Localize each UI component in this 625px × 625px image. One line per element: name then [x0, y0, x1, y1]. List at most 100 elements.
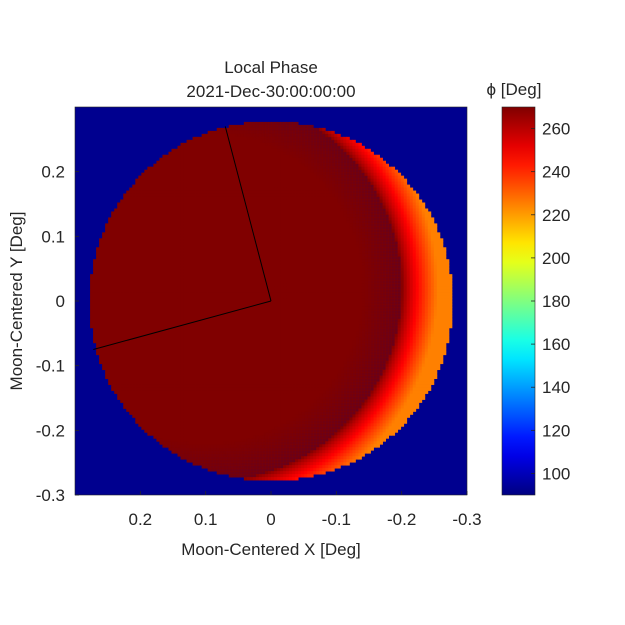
heatmap-cell	[228, 339, 233, 344]
heatmap-cell	[93, 277, 97, 281]
heatmap-cell	[228, 378, 233, 382]
heatmap-cell	[204, 226, 209, 230]
heatmap-cell	[144, 417, 148, 421]
heatmap-cell	[186, 226, 190, 230]
heatmap-cell	[174, 351, 178, 356]
heatmap-cell	[183, 280, 187, 284]
heatmap-cell	[246, 459, 251, 463]
heatmap-cell	[144, 414, 148, 418]
heatmap-cell	[111, 303, 115, 308]
heatmap-cell	[243, 345, 248, 350]
heatmap-cell	[168, 444, 172, 448]
heatmap-cell	[153, 199, 157, 203]
heatmap-cell	[99, 247, 103, 251]
heatmap-cell	[171, 450, 175, 454]
heatmap-cell	[186, 286, 190, 290]
heatmap-cell	[117, 289, 121, 293]
heatmap-cell	[138, 399, 142, 403]
heatmap-cell	[135, 253, 139, 257]
heatmap-cell	[213, 345, 218, 350]
heatmap-cell	[183, 330, 187, 335]
heatmap-cell	[153, 348, 157, 353]
heatmap-cell	[243, 250, 248, 254]
heatmap-cell	[201, 205, 206, 209]
heatmap-cell	[159, 372, 163, 377]
heatmap-cell	[240, 244, 245, 248]
heatmap-cell	[216, 432, 221, 436]
heatmap-cell	[186, 283, 190, 287]
heatmap-cell	[246, 417, 251, 421]
heatmap-cell	[204, 259, 209, 263]
heatmap-cell	[171, 399, 175, 403]
heatmap-cell	[216, 324, 221, 329]
heatmap-cell	[183, 303, 187, 308]
heatmap-cell	[210, 441, 215, 445]
heatmap-cell	[228, 130, 233, 135]
heatmap-cell	[180, 193, 184, 197]
heatmap-cell	[120, 321, 124, 326]
heatmap-cell	[213, 238, 218, 242]
heatmap-cell	[201, 232, 206, 236]
heatmap-cell	[198, 301, 203, 305]
heatmap-cell	[225, 306, 230, 311]
heatmap-cell	[153, 244, 157, 248]
heatmap-cell	[96, 306, 100, 311]
heatmap-cell	[243, 456, 248, 460]
heatmap-cell	[138, 393, 142, 397]
heatmap-cell	[114, 360, 118, 365]
heatmap-cell	[228, 295, 233, 299]
heatmap-cell	[198, 345, 203, 350]
heatmap-cell	[240, 474, 245, 478]
heatmap-cell	[201, 256, 206, 260]
heatmap-cell	[204, 178, 209, 183]
heatmap-cell	[120, 283, 124, 287]
heatmap-cell	[177, 220, 181, 224]
heatmap-cell	[249, 235, 254, 239]
heatmap-cell	[189, 286, 193, 290]
heatmap-cell	[177, 205, 181, 209]
heatmap-cell	[126, 381, 130, 385]
heatmap-cell	[189, 280, 193, 284]
heatmap-cell	[198, 432, 203, 436]
heatmap-cell	[99, 351, 103, 356]
heatmap-cell	[132, 232, 136, 236]
heatmap-cell	[183, 226, 187, 230]
heatmap-cell	[192, 142, 197, 147]
heatmap-cell	[195, 441, 200, 445]
heatmap-cell	[177, 333, 181, 338]
heatmap-cell	[147, 199, 151, 203]
heatmap-cell	[108, 315, 112, 320]
heatmap-cell	[213, 229, 218, 233]
heatmap-cell	[183, 274, 187, 278]
heatmap-cell	[141, 342, 145, 347]
heatmap-cell	[111, 351, 115, 356]
heatmap-cell	[192, 301, 197, 305]
heatmap-cell	[234, 157, 239, 162]
heatmap-cell	[150, 321, 154, 326]
heatmap-cell	[240, 372, 245, 377]
heatmap-cell	[150, 166, 154, 171]
heatmap-cell	[135, 303, 139, 308]
heatmap-cell	[135, 244, 139, 248]
heatmap-cell	[126, 369, 130, 374]
heatmap-cell	[168, 375, 172, 379]
heatmap-cell	[117, 366, 121, 371]
heatmap-cell	[246, 390, 251, 394]
heatmap-cell	[159, 369, 163, 374]
heatmap-cell	[183, 348, 187, 353]
heatmap-cell	[216, 414, 221, 418]
heatmap-cell	[96, 286, 100, 290]
heatmap-cell	[201, 202, 206, 206]
heatmap-cell	[171, 301, 175, 305]
heatmap-cell	[177, 172, 181, 177]
heatmap-cell	[111, 247, 115, 251]
heatmap-cell	[243, 426, 248, 430]
heatmap-cell	[183, 435, 187, 439]
heatmap-cell	[159, 238, 163, 242]
heatmap-cell	[156, 372, 160, 377]
heatmap-cell	[141, 423, 145, 427]
heatmap-cell	[207, 298, 212, 302]
heatmap-cell	[132, 238, 136, 242]
heatmap-cell	[228, 199, 233, 203]
heatmap-cell	[246, 262, 251, 266]
